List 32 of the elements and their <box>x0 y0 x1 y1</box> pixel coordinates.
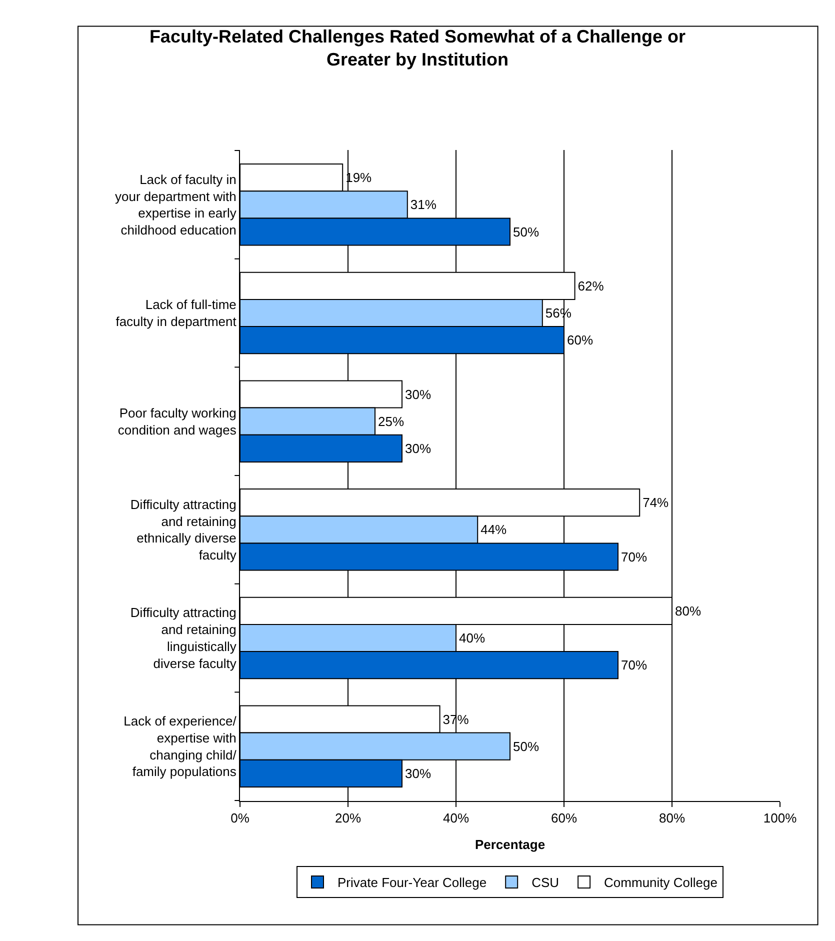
y-tick-label: Lack of faculty in your department with expertise in early childhood education <box>114 172 237 238</box>
data-label: 74% <box>642 495 670 510</box>
data-label: 70% <box>621 549 648 564</box>
data-label: 25% <box>378 414 404 429</box>
data-label: 44% <box>480 522 508 538</box>
y-tick-label: Poor faculty working condition and wages <box>118 405 237 438</box>
x-tick-label: 60% <box>550 810 578 826</box>
x-tick-label: 20% <box>334 810 362 826</box>
data-label: 60% <box>567 332 594 348</box>
data-label: 31% <box>410 197 437 212</box>
data-label: 40% <box>459 630 486 646</box>
y-tick-label: Lack of full-time faculty in department <box>116 297 237 329</box>
chart-title: Faculty-Related Challenges Rated Somewhat of a Challenge or Greater by Institution <box>149 26 686 70</box>
x-tick-label: 40% <box>442 810 470 826</box>
data-label: 70% <box>621 658 648 673</box>
data-label: 30% <box>405 440 432 456</box>
legend-label: CSU <box>532 875 560 890</box>
data-label: 50% <box>513 224 540 240</box>
y-tick-label: Lack of experience/ expertise with changing child/ family populations <box>124 714 237 780</box>
legend-label: Private Four-Year College <box>338 875 487 890</box>
data-label: 30% <box>405 386 432 402</box>
x-tick-label: 100% <box>763 810 798 826</box>
data-label: 50% <box>513 738 540 754</box>
y-tick-label: Difficulty attracting and retaining linguistically diverse faculty <box>130 605 237 671</box>
data-label: 30% <box>405 766 432 781</box>
legend-label: Community College <box>604 875 718 890</box>
x-tick-label: 80% <box>658 810 686 826</box>
data-label: 80% <box>675 603 702 618</box>
x-tick-label: 0% <box>230 810 250 826</box>
x-axis-title: Percentage <box>474 837 546 852</box>
data-label: 62% <box>578 278 604 294</box>
y-tick-label: Difficulty attracting and retaining ethnically diverse faculty <box>130 496 237 563</box>
